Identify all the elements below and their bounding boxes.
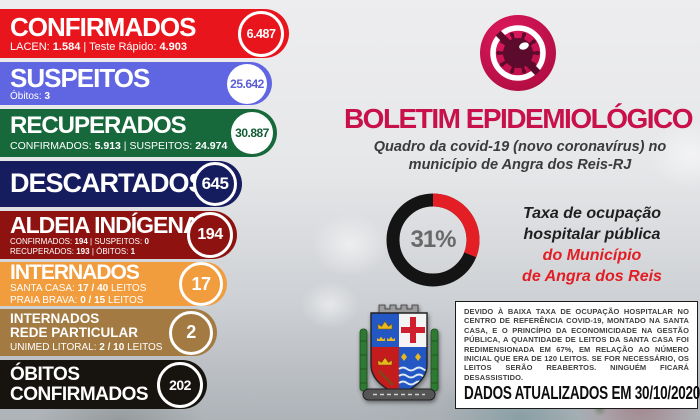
- page-title: BOLETIM EPIDEMIOLÓGICO: [343, 103, 694, 134]
- occupancy-caption-line3: do Município: [542, 247, 642, 264]
- stat-subtext-suspeitos: Óbitos: 3: [10, 91, 51, 103]
- occupancy-donut-chart: 31%: [385, 192, 481, 288]
- stat-title-confirmados: CONFIRMADOS: [10, 11, 196, 42]
- stat-subtext-internados-1: SANTA CASA: 17 / 40 LEITOS: [10, 283, 147, 295]
- stat-banner-suspeitos: SUSPEITOS Óbitos: 3 25.642: [0, 62, 272, 105]
- stat-subtext-aldeia-2: RECUPERADOS: 193 | ÓBITOS: 1: [10, 246, 136, 256]
- stat-title-internados: INTERNADOS: [10, 260, 140, 284]
- occupancy-caption: Taxa de ocupação hospitalar pública do M…: [492, 203, 692, 287]
- stat-title-obitos-1: ÓBITOS: [10, 364, 80, 385]
- subtitle-line1: Quadro da covid-19 (novo coronavírus) no: [373, 139, 667, 155]
- page-subtitle: Quadro da covid-19 (novo coronavírus) no…: [350, 138, 690, 174]
- stat-subtext-rede-particular: UNIMED LITORAL: 2 / 10 LEITOS: [10, 342, 163, 353]
- notice-paragraph: DEVIDO À BAIXA TAXA DE OCUPAÇÃO HOSPITAL…: [464, 307, 689, 382]
- stat-banner-recuperados: RECUPERADOS CONFIRMADOS: 5.913 | SUSPEIT…: [0, 109, 277, 157]
- stat-title-descartados: DESCARTADOS: [10, 168, 207, 199]
- stat-badge-descartados: 645: [193, 162, 237, 206]
- stat-banner-internados: INTERNADOS SANTA CASA: 17 / 40 LEITOS PR…: [0, 260, 227, 306]
- stat-banner-confirmados: CONFIRMADOS LACEN: 1.584 | Teste Rápido:…: [0, 9, 289, 58]
- stat-badge-aldeia-indigena: 194: [187, 212, 233, 258]
- city-coat-of-arms: [359, 304, 439, 401]
- stat-title-obitos-2: CONFIRMADOS: [10, 383, 149, 405]
- stat-badge-suspeitos: 25.642: [227, 63, 267, 104]
- stat-badge-recuperados: 30.887: [231, 112, 273, 154]
- stat-badge-confirmados: 6.487: [238, 10, 284, 57]
- stat-subtext-internados-2: PRAIA BRAVA: 0 / 15 LEITOS: [10, 294, 144, 306]
- stat-badge-obitos: 202: [157, 361, 203, 408]
- stat-title-rede-particular-2: REDE PARTICULAR: [10, 325, 138, 340]
- occupancy-caption-line2: hospitalar pública: [523, 226, 661, 243]
- notice-box: DEVIDO À BAIXA TAXA DE OCUPAÇÃO HOSPITAL…: [455, 301, 700, 410]
- occupancy-caption-line4: de Angra dos Reis: [522, 268, 662, 285]
- stat-subtext-confirmados: LACEN: 1.584 | Teste Rápido: 4.903: [10, 41, 187, 54]
- stat-banner-rede-particular: INTERNADOS REDE PARTICULAR UNIMED LITORA…: [0, 309, 217, 356]
- stat-banner-obitos: ÓBITOS CONFIRMADOS 202: [0, 360, 207, 409]
- no-virus-icon: [480, 15, 556, 91]
- occupancy-percent: 31%: [410, 226, 456, 253]
- stat-badge-internados: 17: [179, 262, 223, 306]
- stat-banner-aldeia-indigena: ALDEIA INDÍGENA CONFIRMADOS: 194 | SUSPE…: [0, 211, 237, 259]
- stat-banner-descartados: DESCARTADOS 645: [0, 161, 242, 207]
- donut-rings: [386, 193, 480, 287]
- stat-title-rede-particular-1: INTERNADOS: [10, 311, 100, 326]
- stat-title-recuperados: RECUPERADOS: [10, 112, 187, 140]
- occupancy-caption-line1: Taxa de ocupação: [522, 205, 662, 222]
- stat-subtext-recuperados: CONFIRMADOS: 5.913 | SUSPEITOS: 24.974: [10, 139, 228, 152]
- data-updated-label: DADOS ATUALIZADOS EM 30/10/2020: [464, 383, 700, 404]
- stat-title-suspeitos: SUSPEITOS: [10, 62, 150, 93]
- stat-title-aldeia-indigena: ALDEIA INDÍGENA: [10, 211, 200, 238]
- stat-badge-rede-particular: 2: [169, 310, 213, 355]
- stat-subtext-aldeia-1: CONFIRMADOS: 194 | SUSPEITOS: 0: [10, 237, 149, 247]
- subtitle-line2: município de Angra dos Reis-RJ: [408, 157, 632, 173]
